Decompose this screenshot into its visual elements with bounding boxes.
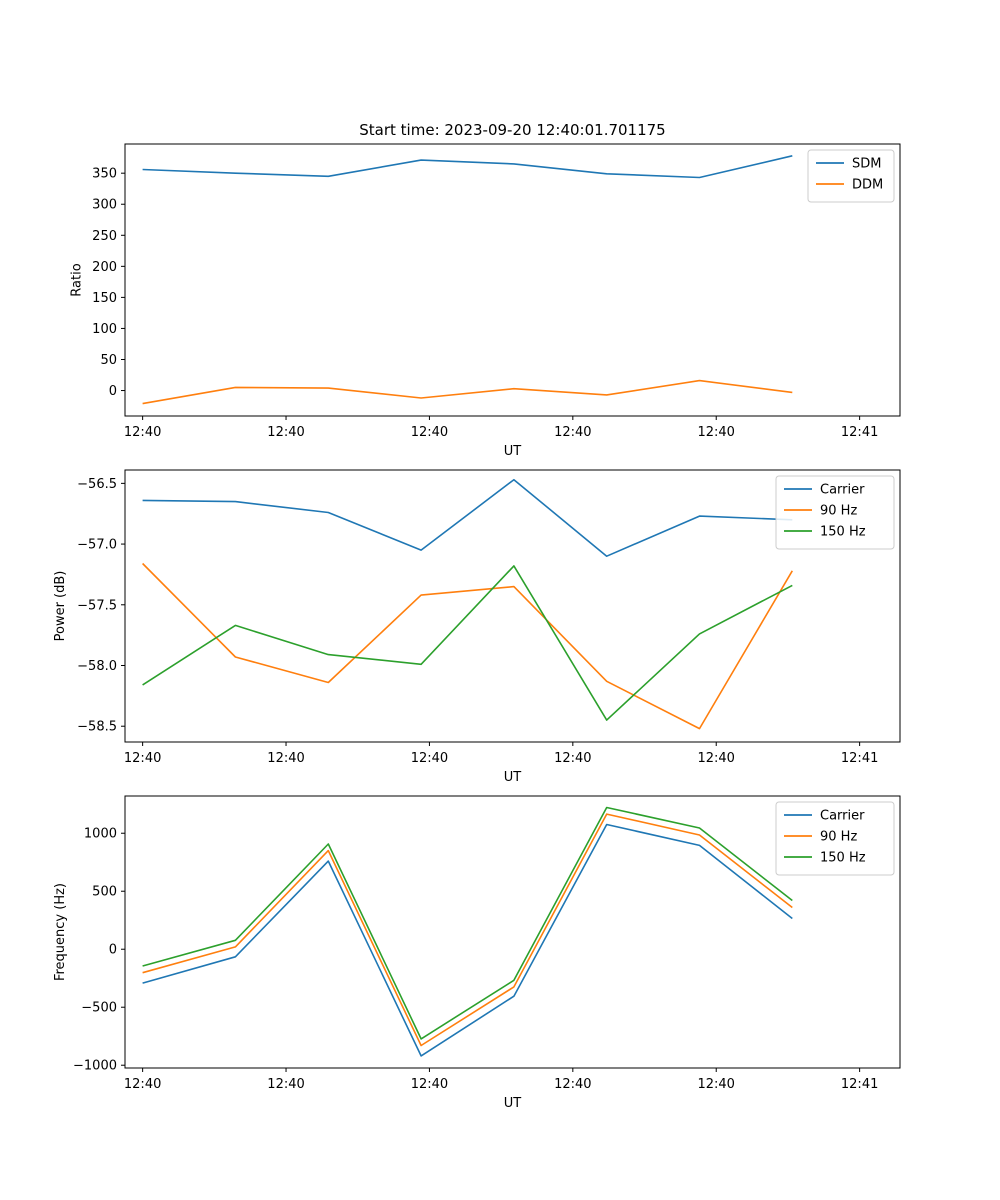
- x-tick-label: 12:40: [411, 1077, 448, 1092]
- axes-frame: [124, 143, 901, 417]
- y-tick-label: 100: [92, 322, 117, 337]
- y-tick-label: −57.5: [77, 598, 117, 613]
- x-tick-label: 12:40: [697, 425, 734, 440]
- y-tick-label: 50: [100, 353, 117, 368]
- axes-frame: [124, 795, 901, 1069]
- series-line-90-hz: [142, 813, 793, 1047]
- y-tick-label: −58.0: [77, 659, 117, 674]
- legend: Carrier 90 Hz 150 Hz: [775, 475, 895, 550]
- axes-frame: [124, 469, 901, 743]
- y-tick-label: 0: [109, 943, 117, 958]
- legend-label: 150 Hz: [820, 851, 866, 866]
- y-tick-label: 500: [92, 885, 117, 900]
- x-tick-label: 12:41: [841, 425, 878, 440]
- chart-panel-1: 12:40 12:40 12:40 12:40 12:40 12:41 0 50 100 150 2…: [69, 143, 901, 459]
- series-line-carrier: [142, 823, 793, 1057]
- legend-label: SDM: [852, 157, 881, 172]
- y-axis-label: Power (dB): [53, 571, 68, 642]
- series-line-150-hz: [142, 806, 793, 1040]
- y-tick-label: −1000: [73, 1059, 117, 1074]
- legend-label: Carrier: [820, 483, 865, 498]
- figure-title: Start time: 2023-09-20 12:40:01.701175: [359, 121, 665, 139]
- legend-label: 90 Hz: [820, 504, 857, 519]
- y-tick-label: −57.0: [77, 538, 117, 553]
- y-tick-label: −500: [81, 1001, 117, 1016]
- chart-panel-3: 12:40 12:40 12:40 12:40 12:40 12:41 −1000 −500 0…: [53, 795, 901, 1111]
- legend: Carrier 90 Hz 150 Hz: [775, 801, 895, 876]
- legend-label: DDM: [852, 178, 883, 193]
- y-tick-label: −58.5: [77, 720, 117, 735]
- y-tick-label: 0: [109, 384, 117, 399]
- x-tick-label: 12:40: [411, 425, 448, 440]
- series-line-150-hz: [142, 565, 793, 721]
- legend-label: 150 Hz: [820, 525, 866, 540]
- series-line-ddm: [142, 379, 793, 405]
- x-tick-label: 12:40: [267, 425, 304, 440]
- x-tick-label: 12:40: [267, 751, 304, 766]
- y-tick-label: 150: [92, 291, 117, 306]
- y-tick-label: 1000: [84, 827, 117, 842]
- x-tick-label: 12:41: [841, 1077, 878, 1092]
- x-tick-label: 12:40: [554, 1077, 591, 1092]
- y-tick-label: −56.5: [77, 477, 117, 492]
- y-tick-label: 200: [92, 260, 117, 275]
- series-line-sdm: [142, 155, 793, 179]
- x-axis-label: UT: [504, 770, 522, 785]
- y-tick-label: 350: [92, 167, 117, 182]
- x-tick-label: 12:41: [841, 751, 878, 766]
- legend-label: Carrier: [820, 809, 865, 824]
- chart-panel-2: 12:40 12:40 12:40 12:40 12:40 12:41 −58.5 −58.0…: [53, 469, 901, 785]
- x-axis-label: UT: [504, 1096, 522, 1111]
- legend-label: 90 Hz: [820, 830, 857, 845]
- x-tick-label: 12:40: [124, 1077, 161, 1092]
- x-tick-label: 12:40: [697, 751, 734, 766]
- legend: SDM DDM: [807, 149, 895, 203]
- x-axis-label: UT: [504, 444, 522, 459]
- x-tick-label: 12:40: [267, 1077, 304, 1092]
- y-tick-label: 300: [92, 198, 117, 213]
- x-tick-label: 12:40: [124, 751, 161, 766]
- series-line-carrier: [142, 478, 793, 558]
- y-tick-label: 250: [92, 229, 117, 244]
- panels: 12:40 12:40 12:40 12:40 12:40 12:41 0 50 100 150 2…: [53, 143, 901, 1111]
- y-axis-label: Frequency (Hz): [53, 883, 68, 981]
- x-tick-label: 12:40: [697, 1077, 734, 1092]
- x-tick-label: 12:40: [411, 751, 448, 766]
- x-tick-label: 12:40: [554, 751, 591, 766]
- x-tick-label: 12:40: [554, 425, 591, 440]
- series-line-90-hz: [142, 562, 793, 730]
- x-tick-label: 12:40: [124, 425, 161, 440]
- y-axis-label: Ratio: [69, 263, 84, 296]
